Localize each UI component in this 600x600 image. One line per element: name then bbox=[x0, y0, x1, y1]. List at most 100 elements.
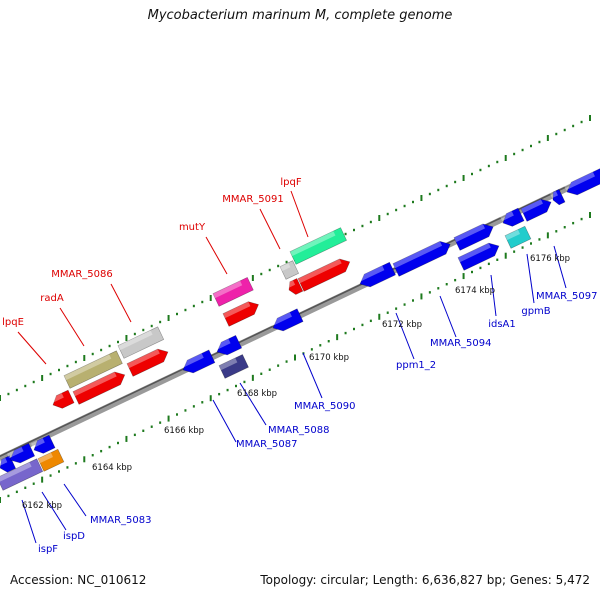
gene-feature-lpqF-gray bbox=[279, 260, 300, 280]
lower-tick bbox=[336, 334, 339, 341]
lower-tick bbox=[530, 242, 532, 245]
gene-label-mmar_5094: MMAR_5094 bbox=[430, 338, 492, 349]
upper-tick bbox=[395, 208, 398, 212]
lower-tick bbox=[555, 230, 558, 233]
leader-line bbox=[110, 283, 132, 323]
gene-feature-radA bbox=[72, 371, 126, 405]
scale-label: 6176 kbp bbox=[530, 254, 570, 264]
upper-tick bbox=[555, 132, 558, 136]
lower-tick bbox=[479, 266, 482, 270]
upper-tick bbox=[428, 192, 431, 196]
lower-tick bbox=[83, 456, 86, 463]
leader-line bbox=[439, 295, 457, 338]
lower-tick bbox=[369, 319, 372, 323]
lower-tick bbox=[310, 348, 313, 351]
upper-tick bbox=[504, 155, 507, 161]
lower-tick bbox=[471, 270, 473, 274]
upper-tick bbox=[403, 204, 406, 208]
upper-tick bbox=[7, 392, 10, 396]
lower-tick bbox=[32, 482, 35, 485]
upper-tick bbox=[108, 344, 111, 348]
leader-line bbox=[63, 483, 87, 517]
upper-tick bbox=[479, 168, 482, 172]
leader-line bbox=[239, 382, 267, 426]
upper-tick bbox=[268, 268, 271, 272]
gene-label-idsa1: idsA1 bbox=[488, 319, 516, 330]
lower-tick bbox=[260, 372, 263, 375]
lower-tick bbox=[91, 454, 94, 457]
gene-feature-idsA1b bbox=[457, 242, 500, 271]
lower-tick bbox=[496, 258, 499, 261]
lower-tick bbox=[133, 433, 136, 437]
gene-feature-lpqE bbox=[49, 389, 75, 409]
lower-tick bbox=[226, 388, 229, 392]
lower-tick bbox=[49, 474, 52, 477]
leader-line bbox=[205, 236, 228, 275]
upper-tick bbox=[521, 148, 524, 152]
lower-tick bbox=[580, 217, 583, 221]
leader-line bbox=[490, 274, 497, 317]
gene-feature-mmar5097 bbox=[563, 168, 600, 196]
upper-tick bbox=[260, 272, 263, 276]
gene-feature-mmar5088a bbox=[213, 334, 243, 356]
lower-tick bbox=[412, 299, 414, 302]
lower-tick bbox=[192, 405, 195, 408]
leader-line bbox=[212, 399, 237, 443]
upper-tick bbox=[58, 368, 60, 372]
gene-feature-mmar5091 bbox=[285, 278, 304, 295]
gene-feature-lpqF-box bbox=[289, 227, 347, 265]
lower-tick bbox=[0, 497, 1, 503]
upper-tick bbox=[420, 195, 423, 201]
lower-tick bbox=[277, 364, 280, 367]
upper-tick bbox=[378, 215, 381, 221]
lower-tick bbox=[243, 380, 246, 384]
scale-label: 6172 kbp bbox=[382, 320, 422, 330]
gene-label-lpqe: lpqE bbox=[2, 317, 24, 328]
upper-tick bbox=[150, 324, 153, 328]
upper-tick bbox=[437, 188, 440, 192]
upper-tick bbox=[496, 160, 499, 164]
upper-tick bbox=[369, 220, 372, 224]
lower-tick bbox=[176, 413, 178, 416]
upper-tick bbox=[74, 360, 77, 364]
gene-feature-left-2 bbox=[6, 442, 36, 464]
lower-tick bbox=[504, 252, 507, 259]
leader-line bbox=[59, 307, 85, 347]
upper-tick bbox=[41, 375, 44, 381]
gene-feature-radA-box bbox=[63, 350, 123, 389]
lower-tick bbox=[125, 435, 128, 442]
upper-tick bbox=[159, 320, 162, 324]
map-title: Mycobacterium marinum M, complete genome bbox=[147, 8, 453, 23]
gene-feature-left-1 bbox=[0, 455, 17, 473]
upper-tick bbox=[176, 312, 178, 316]
lower-tick bbox=[209, 395, 212, 402]
gene-labels: lpqE radA MMAR_5086 mutY MMAR_5091 lpqF ispF is… bbox=[2, 177, 597, 555]
upper-tick bbox=[49, 372, 52, 376]
leader-line bbox=[41, 491, 67, 531]
scale-label: 6162 kbp bbox=[22, 501, 62, 511]
lower-tick bbox=[251, 374, 254, 381]
lower-tick bbox=[184, 409, 187, 412]
gene-label-mmar_5087: MMAR_5087 bbox=[236, 439, 298, 450]
lower-tick bbox=[572, 221, 575, 225]
upper-tick bbox=[412, 200, 414, 204]
upper-tick bbox=[201, 300, 204, 304]
lower-tick bbox=[521, 246, 524, 249]
lower-tick bbox=[361, 323, 364, 327]
upper-tick bbox=[251, 275, 254, 281]
upper-tick bbox=[445, 184, 448, 188]
upper-tick bbox=[209, 295, 212, 301]
leader-line bbox=[17, 331, 47, 365]
leader-line bbox=[526, 253, 535, 304]
upper-tick bbox=[546, 135, 549, 141]
accession-text: Accession: NC_010612 bbox=[10, 573, 147, 587]
upper-tick bbox=[125, 335, 128, 341]
lower-tick bbox=[487, 262, 490, 266]
upper-tick bbox=[167, 315, 170, 321]
gene-label-mmar_5091: MMAR_5091 bbox=[222, 194, 284, 205]
gene-label-ispd: ispD bbox=[63, 531, 85, 542]
lower-tick bbox=[563, 226, 566, 229]
scale-label: 6166 kbp bbox=[164, 426, 204, 436]
gene-feature-lpqF bbox=[297, 258, 351, 292]
gene-feature-mmar5086-box bbox=[117, 326, 165, 359]
